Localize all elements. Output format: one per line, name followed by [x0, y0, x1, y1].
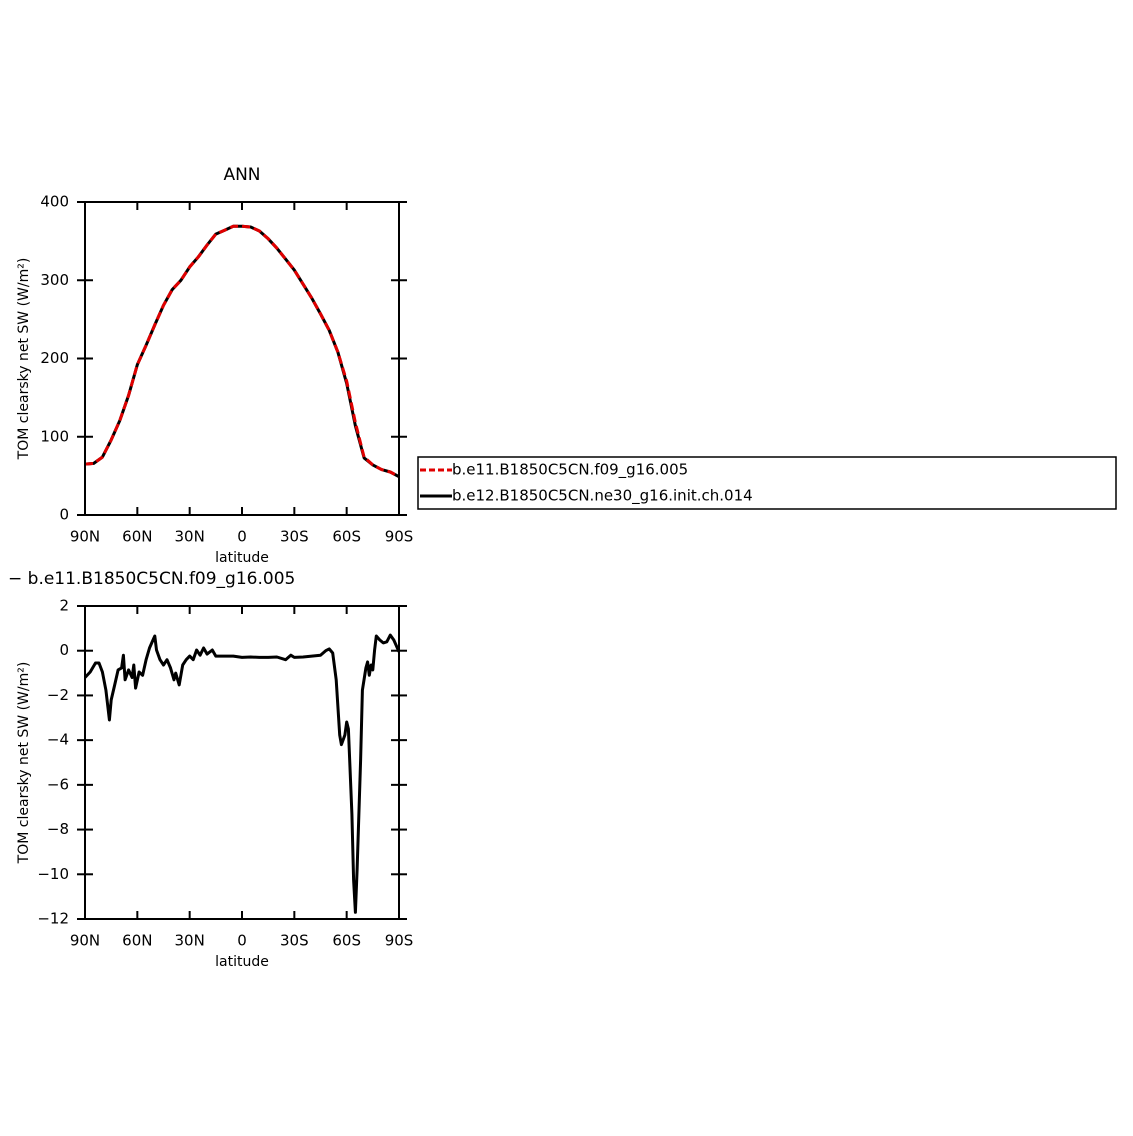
- y-tick-label: −8: [47, 820, 69, 838]
- x-tick-label: 30S: [280, 528, 309, 546]
- x-axis-label: latitude: [215, 550, 269, 566]
- y-tick-label: −12: [37, 910, 69, 928]
- y-tick-label: 0: [59, 506, 69, 524]
- x-tick-label: 90N: [70, 932, 100, 950]
- x-tick-label: 60N: [122, 932, 152, 950]
- y-axis-label: TOM clearsky net SW (W/m²): [16, 662, 32, 865]
- x-axis-label: latitude: [215, 954, 269, 970]
- legend-box: [417, 456, 1117, 510]
- data-line: [84, 224, 400, 479]
- y-tick-label: −4: [47, 731, 69, 749]
- x-tick-label: 60S: [332, 528, 361, 546]
- x-tick-label: 90N: [70, 528, 100, 546]
- plot-frame: [84, 605, 400, 920]
- chart-title: ANN: [223, 165, 260, 185]
- y-tick-label: 400: [40, 193, 69, 211]
- x-tick-label: 90S: [385, 932, 414, 950]
- x-tick-label: 0: [237, 528, 247, 546]
- chart-title: − b.e11.B1850C5CN.f09_g16.005: [8, 569, 295, 589]
- y-axis-label: TOM clearsky net SW (W/m²): [16, 258, 32, 461]
- data-line: [83, 633, 401, 914]
- x-tick-label: 0: [237, 932, 247, 950]
- x-tick-label: 60N: [122, 528, 152, 546]
- x-tick-label: 30N: [175, 932, 205, 950]
- legend-label: b.e11.B1850C5CN.f09_g16.005: [452, 461, 688, 480]
- data-line: [84, 224, 400, 479]
- y-tick-label: −2: [47, 686, 69, 704]
- y-tick-label: 200: [40, 349, 69, 367]
- y-tick-label: 2: [59, 597, 69, 615]
- x-tick-label: 60S: [332, 932, 361, 950]
- legend-label: b.e12.B1850C5CN.ne30_g16.init.ch.014: [452, 487, 753, 506]
- y-tick-label: 0: [59, 641, 69, 659]
- y-tick-label: −6: [47, 775, 69, 793]
- plot-frame: [84, 201, 400, 516]
- x-tick-label: 30N: [175, 528, 205, 546]
- y-tick-label: 300: [40, 271, 69, 289]
- x-tick-label: 90S: [385, 528, 414, 546]
- y-tick-label: −10: [37, 865, 69, 883]
- x-tick-label: 30S: [280, 932, 309, 950]
- y-tick-label: 100: [40, 427, 69, 445]
